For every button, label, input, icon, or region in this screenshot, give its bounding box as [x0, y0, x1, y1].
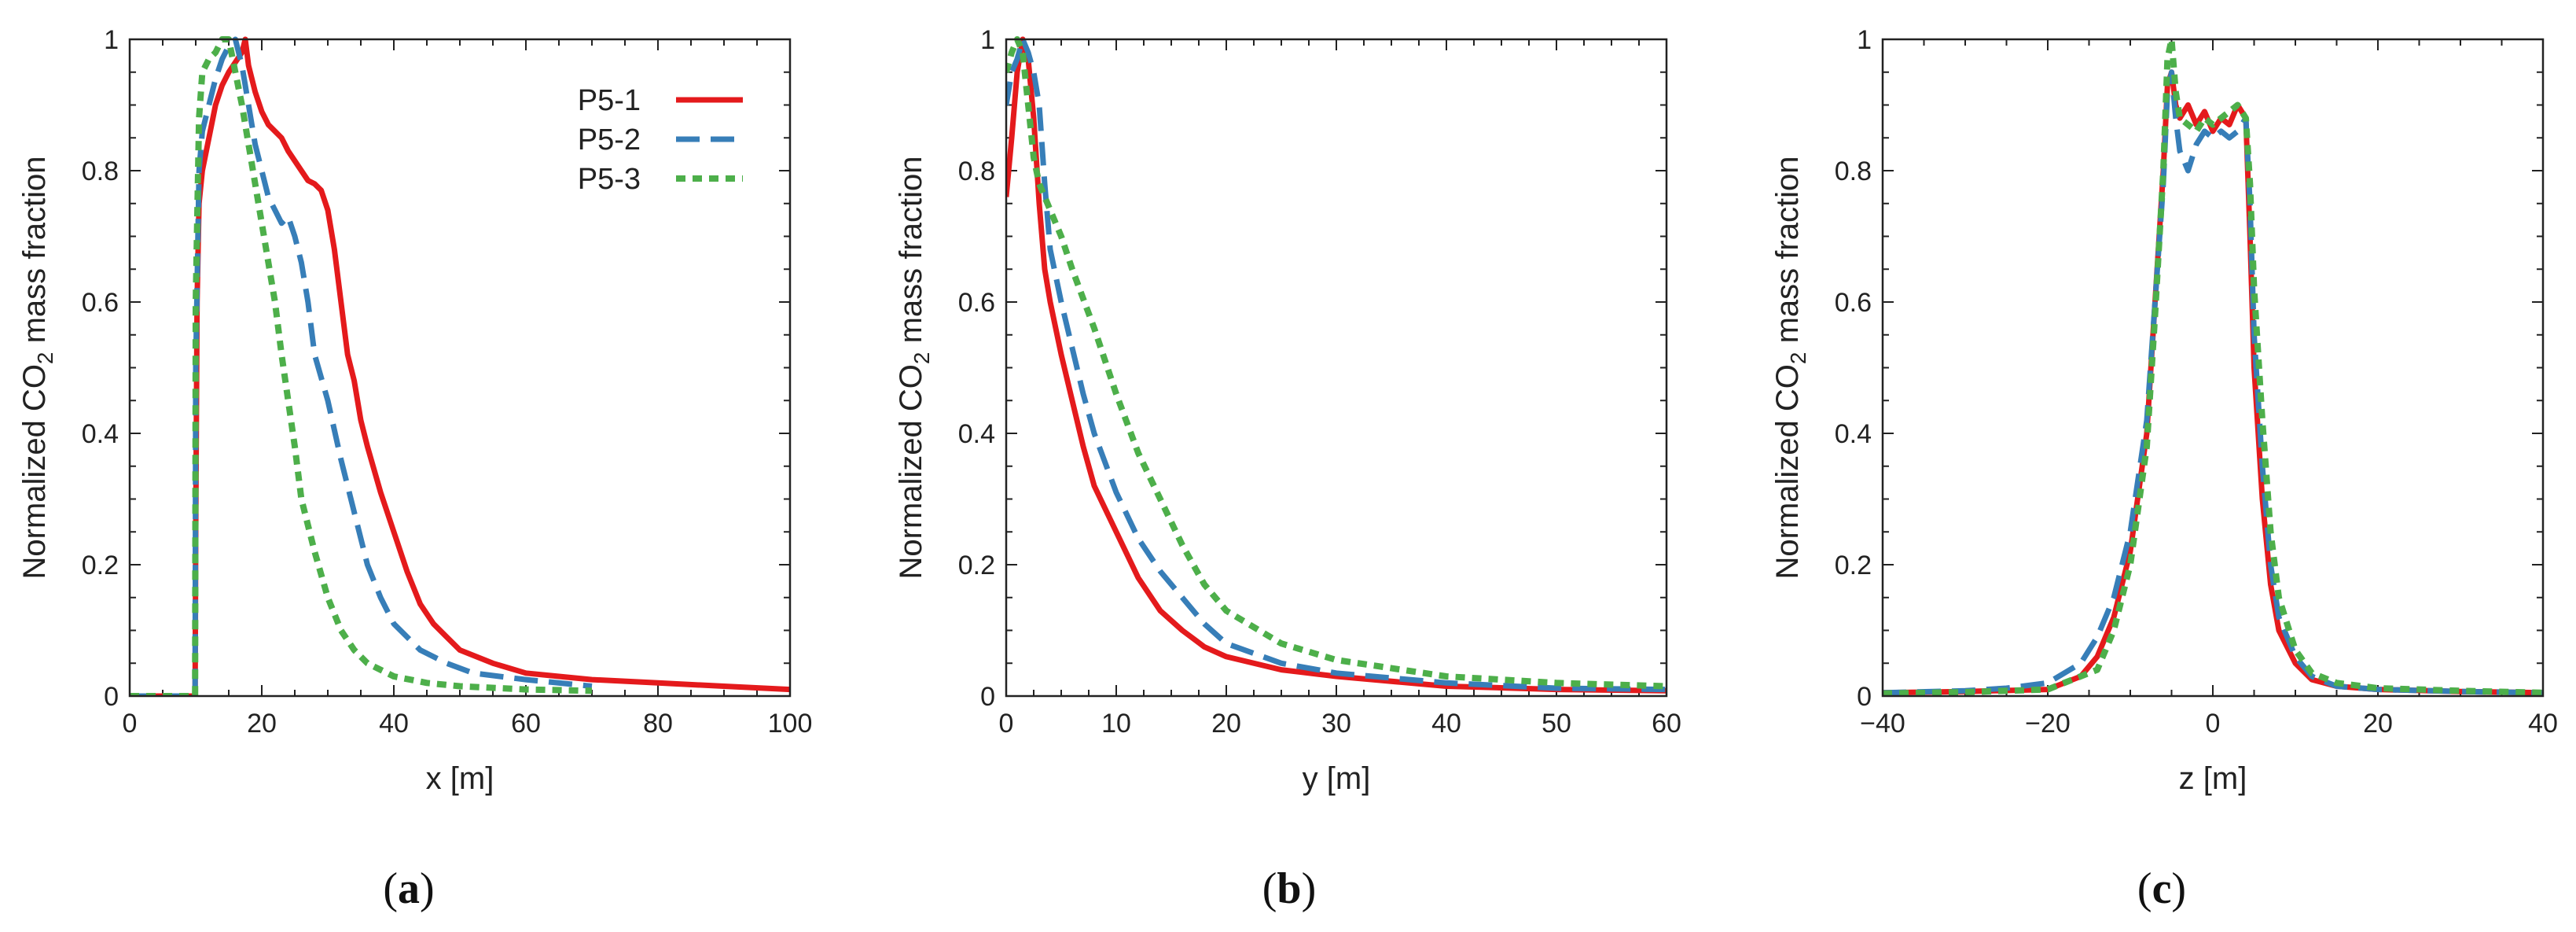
y-tick-label: 0 — [980, 682, 995, 712]
series-line-p5-1 — [130, 36, 790, 696]
x-tick-label: 100 — [768, 709, 813, 739]
panel-label: (b) — [1262, 864, 1316, 913]
y-tick-label: 0.6 — [82, 288, 119, 318]
y-tick-label: 0.8 — [1835, 157, 1872, 186]
chart-panel-a: 0 20 40 60 80 100 0 0.2 0.4 0.6 0.8 1 x [m] Normalize… — [17, 25, 812, 913]
legend-label-p5-3: P5-3 — [578, 163, 641, 196]
y-tick-label: 0.6 — [1835, 288, 1872, 318]
x-axis-label: y [m] — [1303, 761, 1371, 796]
x-tick-label: 60 — [511, 709, 541, 739]
x-tick-label: 80 — [643, 709, 673, 739]
ticks — [1005, 39, 1667, 697]
y-axis-label: Normalized CO2 mass fraction — [894, 157, 934, 580]
legend-label-p5-2: P5-2 — [578, 123, 641, 157]
y-tick-label: 0.4 — [958, 419, 995, 449]
legend-label-p5-1: P5-1 — [578, 84, 641, 117]
x-tick-label: 40 — [2528, 709, 2558, 739]
y-tick-label: 0 — [104, 682, 119, 712]
series-line-p5-1 — [1883, 69, 2543, 696]
x-tick-label: 20 — [247, 709, 277, 739]
series-line-p5-3 — [1006, 36, 1666, 690]
panel-label: (a) — [383, 864, 434, 913]
x-tick-label: 10 — [1101, 709, 1131, 739]
y-tick-label: 0 — [1857, 682, 1872, 712]
y-axis-label: Normalized CO2 mass fraction — [1770, 157, 1810, 580]
series-line-p5-3 — [130, 36, 593, 696]
x-tick-label: 50 — [1542, 709, 1571, 739]
x-tick-label: 60 — [1652, 709, 1681, 739]
x-tick-label: 0 — [2206, 709, 2221, 739]
series-line-p5-2 — [1883, 69, 2543, 696]
x-axis-label: x [m] — [426, 761, 494, 796]
series-line-p5-2 — [130, 36, 593, 696]
y-tick-label: 0.4 — [1835, 419, 1872, 449]
legend: P5-1 P5-2 P5-3 — [578, 84, 743, 196]
x-tick-label: 40 — [379, 709, 409, 739]
x-tick-label: 20 — [1211, 709, 1241, 739]
panel-label: (c) — [2137, 864, 2186, 913]
x-tick-label: 0 — [999, 709, 1014, 739]
x-tick-label: 0 — [123, 709, 138, 739]
plot-frame — [128, 38, 792, 698]
y-tick-label: 0.2 — [1835, 551, 1872, 580]
series-line-p5-1 — [1006, 36, 1666, 694]
series-line-p5-3 — [1883, 36, 2543, 696]
y-tick-label: 0.4 — [82, 419, 119, 449]
chart-panel-c: −40 −20 0 20 40 0 0.2 0.4 0.6 0.8 1 z [m] Normalized… — [1770, 25, 2558, 913]
series-line-p5-2 — [1006, 36, 1666, 693]
y-tick-label: 0.6 — [958, 288, 995, 318]
x-tick-label: 30 — [1321, 709, 1351, 739]
x-tick-label: −20 — [2025, 709, 2071, 739]
y-tick-label: 0.2 — [82, 551, 119, 580]
y-tick-label: 1 — [1857, 25, 1872, 55]
y-tick-label: 0.2 — [958, 551, 995, 580]
x-tick-label: −40 — [1860, 709, 1905, 739]
x-tick-label: 20 — [2363, 709, 2393, 739]
y-tick-label: 0.8 — [82, 157, 119, 186]
chart-panel-b: 0 10 20 30 40 50 60 0 0.2 0.4 0.6 0.8 1 y [m] Normaliz… — [894, 25, 1681, 913]
plot-frame — [1881, 38, 2545, 698]
y-tick-label: 1 — [980, 25, 995, 55]
y-tick-label: 1 — [104, 25, 119, 55]
x-tick-label: 40 — [1431, 709, 1461, 739]
x-axis-label: z [m] — [2179, 761, 2247, 796]
ticks — [1882, 39, 2544, 697]
y-tick-label: 0.8 — [958, 157, 995, 186]
plot-frame — [1005, 38, 1668, 698]
y-axis-label: Normalized CO2 mass fraction — [17, 157, 57, 580]
